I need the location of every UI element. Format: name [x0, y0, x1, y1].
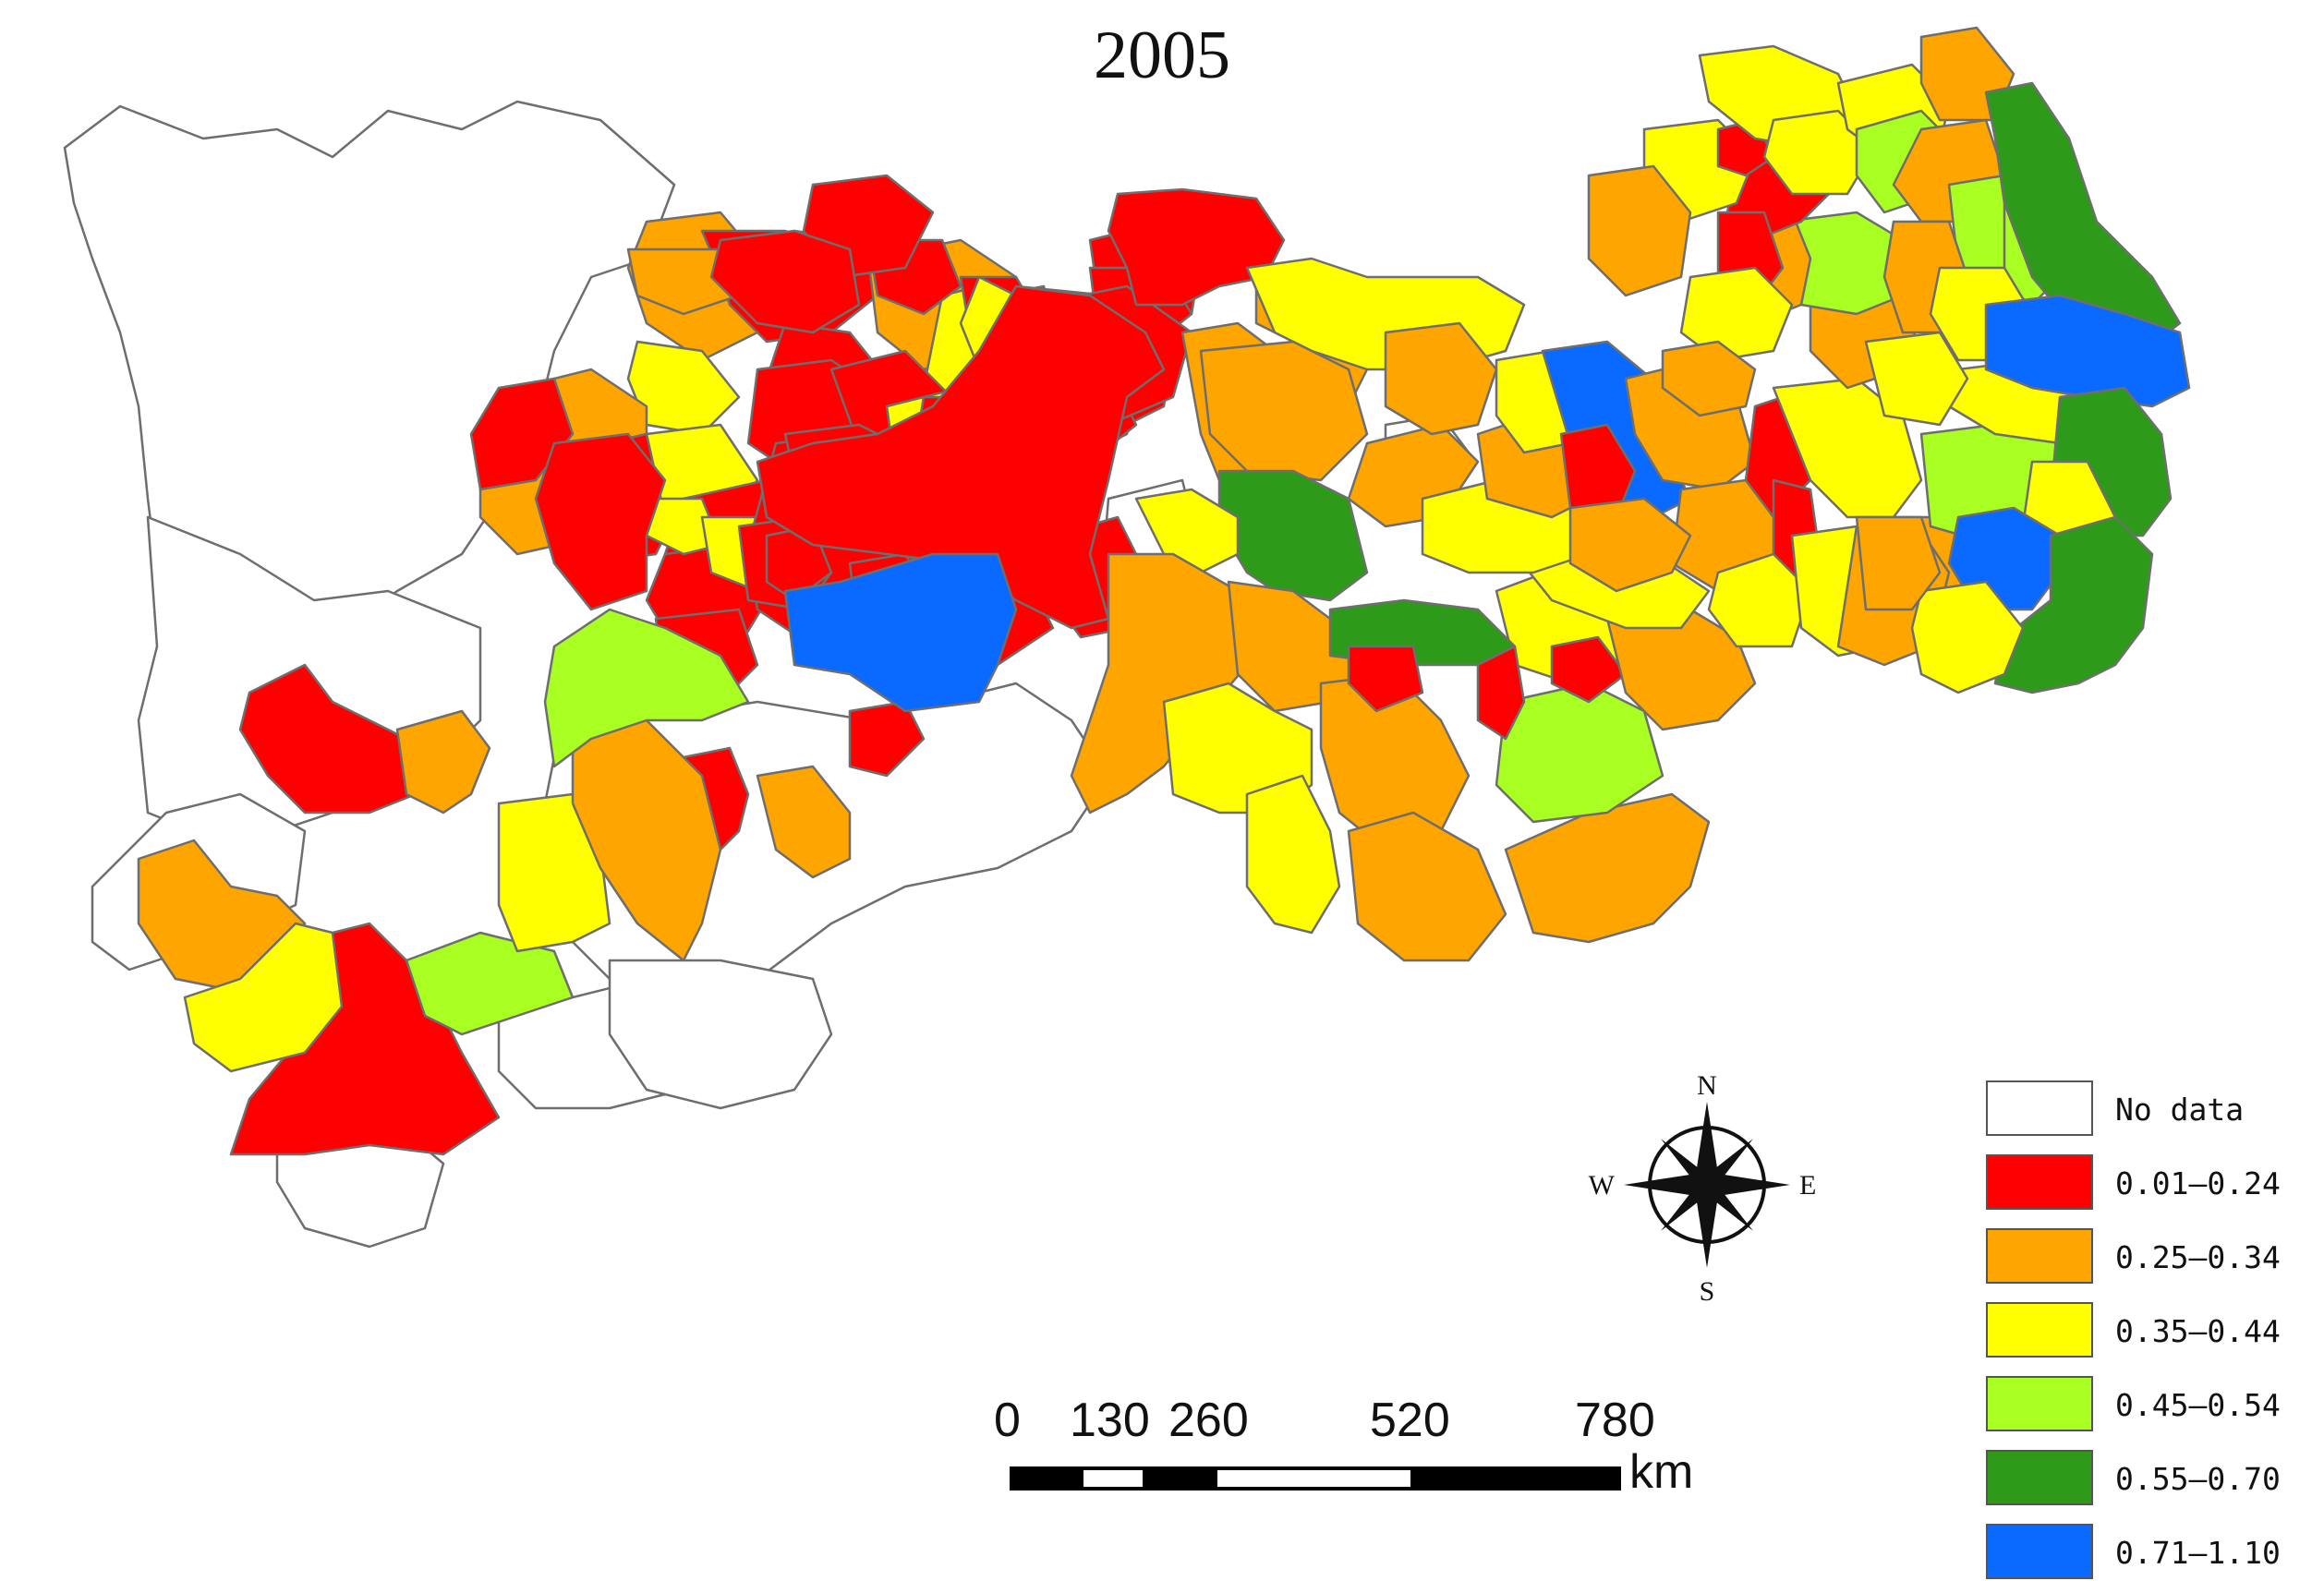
region — [608, 959, 833, 1110]
legend-label: 0.71–1.10 — [2115, 1535, 2281, 1571]
legend-item: No data — [1986, 1080, 2300, 1138]
legend-item: 0.01–0.24 — [1986, 1154, 2300, 1212]
region — [395, 709, 491, 815]
compass-west-label: W — [1589, 1170, 1616, 1201]
legend-swatch — [1986, 1376, 2093, 1431]
legend-swatch — [1986, 1228, 2093, 1284]
legend-swatch — [1986, 1302, 2093, 1358]
region — [1107, 187, 1286, 307]
legend-label: 0.35–0.44 — [2115, 1313, 2281, 1349]
legend-swatch — [1986, 1524, 2093, 1579]
region — [1245, 774, 1341, 935]
compass-east-label: E — [1799, 1170, 1816, 1201]
region — [1199, 340, 1369, 482]
legend-label: 0.45–0.54 — [2115, 1387, 2281, 1423]
region-layer — [63, 26, 2191, 1249]
region — [543, 608, 750, 768]
region — [1864, 331, 1969, 427]
region — [756, 765, 852, 879]
scale-tick-label: 260 — [1168, 1394, 1249, 1447]
region — [1347, 645, 1424, 713]
legend-item: 0.71–1.10 — [1986, 1524, 2300, 1581]
compass-south-label: S — [1700, 1276, 1715, 1307]
region — [1855, 515, 1942, 611]
region — [1984, 294, 2191, 408]
scale-unit-label: km — [1629, 1445, 1694, 1499]
legend-item: 0.55–0.70 — [1986, 1450, 2300, 1507]
region — [571, 718, 722, 962]
scale-tick-label: 520 — [1370, 1394, 1450, 1447]
legend-item: 0.35–0.44 — [1986, 1302, 2300, 1359]
legend-swatch — [1986, 1450, 2093, 1505]
scale-tick-label: 130 — [1070, 1394, 1150, 1447]
legend-label: 0.55–0.70 — [2115, 1461, 2281, 1497]
region — [1162, 682, 1313, 815]
region — [1762, 109, 1877, 196]
region — [405, 931, 575, 1036]
region — [709, 229, 861, 334]
region — [783, 552, 1018, 713]
legend-label: 0.25–0.34 — [2115, 1239, 2281, 1275]
region — [534, 432, 667, 611]
scale-tick-label: 780 — [1575, 1394, 1655, 1447]
legend-item: 0.45–0.54 — [1986, 1376, 2300, 1433]
region — [1679, 266, 1794, 362]
region — [1384, 321, 1498, 436]
region — [1587, 164, 1692, 297]
region — [1550, 635, 1628, 704]
region — [1476, 645, 1526, 741]
north-arrow-icon: N S W E — [1589, 1070, 1817, 1307]
region — [1910, 580, 2025, 694]
region — [1217, 469, 1369, 602]
compass-north-label: N — [1697, 1070, 1717, 1101]
region — [626, 247, 741, 316]
region — [183, 922, 344, 1073]
legend-swatch — [1986, 1154, 2093, 1210]
scale-bar — [1010, 1466, 1621, 1490]
legend-label: 0.01–0.24 — [2115, 1165, 2281, 1201]
map-title: 2005 — [1094, 18, 1230, 93]
scale-tick-label: 0 — [994, 1394, 1021, 1447]
region — [1347, 811, 1507, 962]
region — [1568, 497, 1692, 593]
region — [1559, 423, 1637, 519]
region — [1070, 552, 1249, 815]
region — [1707, 552, 1812, 648]
region — [1661, 340, 1757, 417]
region — [1605, 608, 1757, 731]
legend-swatch — [1986, 1080, 2093, 1136]
legend-item: 0.25–0.34 — [1986, 1228, 2300, 1285]
legend-label: No data — [2115, 1092, 2245, 1128]
